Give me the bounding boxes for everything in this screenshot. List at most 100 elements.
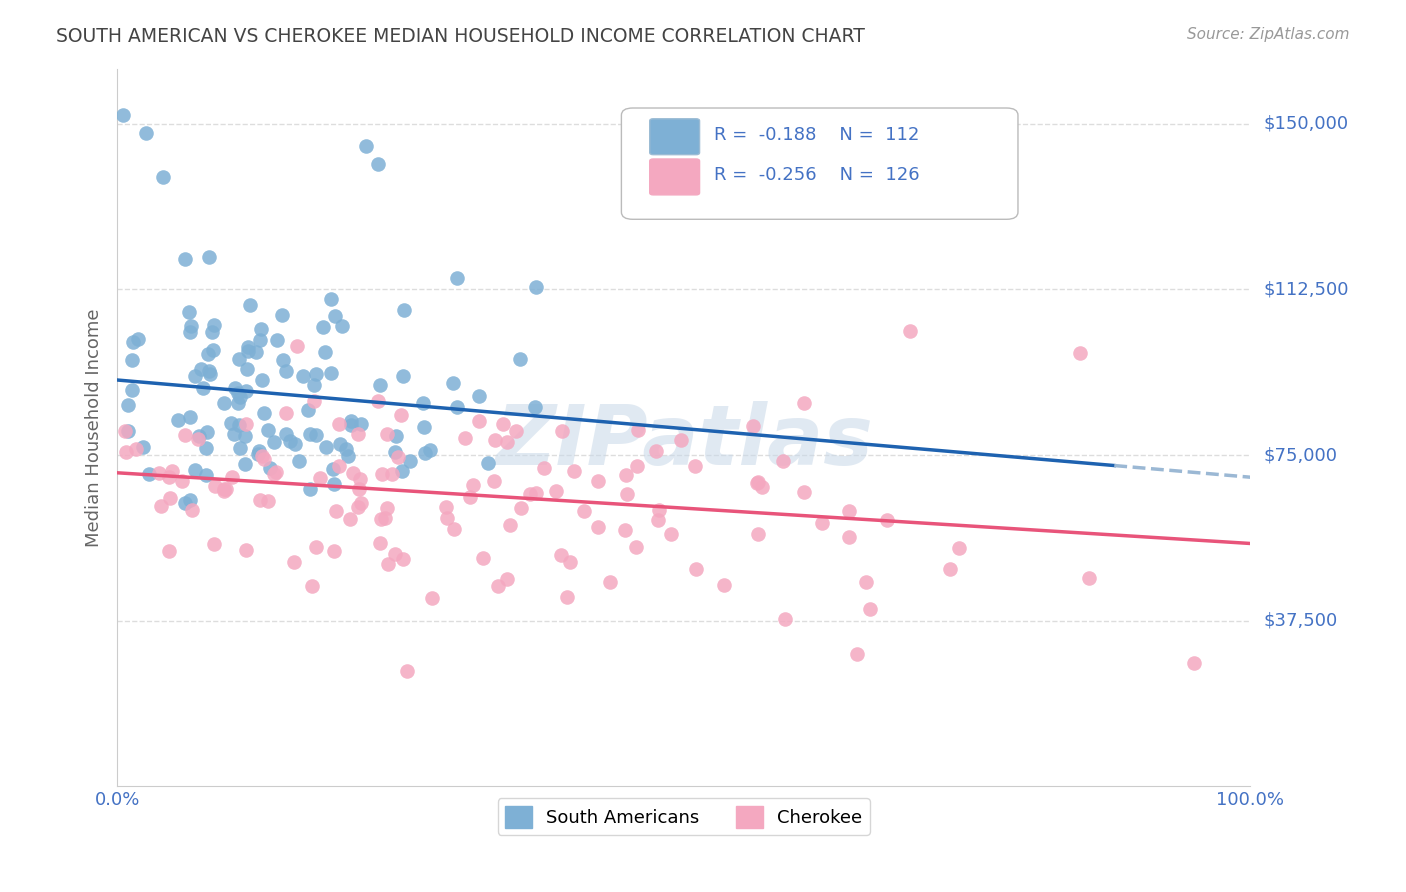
Text: R =  -0.188    N =  112: R = -0.188 N = 112: [714, 127, 920, 145]
Point: [374, 511, 396, 525]
Y-axis label: Median Household Income: Median Household Income: [86, 309, 103, 547]
Point: [174, 252, 197, 267]
Point: [389, 408, 412, 422]
Point: [486, 579, 509, 593]
Point: [283, 555, 305, 569]
Point: [124, 442, 146, 456]
Point: [396, 665, 419, 679]
Point: [772, 454, 794, 468]
Point: [441, 376, 464, 390]
Point: [278, 434, 301, 448]
Point: [325, 503, 347, 517]
Point: [257, 424, 280, 438]
Point: [184, 462, 207, 476]
Point: [368, 535, 391, 549]
Point: [197, 364, 219, 378]
Point: [226, 396, 249, 410]
Point: [315, 440, 337, 454]
Point: [263, 434, 285, 449]
Point: [413, 445, 436, 459]
Point: [551, 424, 574, 438]
Point: [367, 393, 389, 408]
Point: [648, 503, 671, 517]
Point: [391, 464, 413, 478]
Point: [484, 433, 506, 447]
Point: [742, 418, 765, 433]
Point: [138, 467, 160, 481]
Point: [793, 396, 815, 410]
Point: [202, 537, 225, 551]
Point: [811, 516, 834, 530]
Point: [190, 362, 212, 376]
Point: [173, 427, 195, 442]
Point: [346, 426, 368, 441]
Point: [274, 364, 297, 378]
Point: [340, 414, 363, 428]
Point: [212, 482, 235, 496]
Point: [312, 320, 335, 334]
Point: [544, 483, 567, 498]
Text: Source: ZipAtlas.com: Source: ZipAtlas.com: [1187, 27, 1350, 42]
Point: [323, 309, 346, 323]
Point: [898, 325, 921, 339]
Point: [309, 471, 332, 485]
Point: [434, 500, 457, 514]
Point: [187, 432, 209, 446]
Point: [148, 466, 170, 480]
Point: [399, 454, 422, 468]
Text: $112,500: $112,500: [1264, 280, 1350, 299]
Point: [195, 441, 218, 455]
Point: [235, 429, 257, 443]
Text: ZIPatlas: ZIPatlas: [495, 401, 873, 483]
Point: [305, 367, 328, 381]
Point: [229, 390, 252, 404]
Point: [745, 475, 768, 490]
Point: [370, 512, 392, 526]
Point: [264, 465, 287, 479]
Point: [174, 496, 197, 510]
Point: [271, 308, 294, 322]
Point: [751, 480, 773, 494]
Point: [226, 385, 249, 400]
Point: [683, 459, 706, 474]
Point: [247, 443, 270, 458]
Point: [793, 485, 815, 500]
Point: [114, 424, 136, 438]
Point: [468, 414, 491, 428]
Point: [458, 490, 481, 504]
Point: [197, 347, 219, 361]
Point: [1077, 571, 1099, 585]
Point: [645, 444, 668, 458]
Point: [236, 362, 259, 376]
Point: [288, 454, 311, 468]
Point: [1069, 346, 1091, 360]
Point: [239, 298, 262, 312]
Point: [350, 496, 373, 510]
Point: [250, 373, 273, 387]
Point: [555, 590, 578, 604]
Point: [229, 441, 252, 455]
Point: [188, 429, 211, 443]
Point: [305, 427, 328, 442]
Point: [392, 369, 415, 384]
Point: [572, 504, 595, 518]
Point: [274, 427, 297, 442]
Point: [420, 591, 443, 605]
Point: [302, 394, 325, 409]
Point: [305, 540, 328, 554]
Point: [235, 417, 257, 431]
Point: [550, 548, 572, 562]
Point: [491, 417, 513, 431]
Point: [419, 443, 441, 458]
Point: [588, 475, 610, 489]
Point: [179, 409, 201, 424]
Point: [249, 333, 271, 347]
Point: [560, 555, 582, 569]
Point: [614, 467, 637, 482]
Point: [616, 487, 638, 501]
Point: [200, 368, 222, 382]
Point: [332, 319, 354, 334]
Point: [302, 378, 325, 392]
Point: [845, 647, 868, 661]
Point: [876, 513, 898, 527]
